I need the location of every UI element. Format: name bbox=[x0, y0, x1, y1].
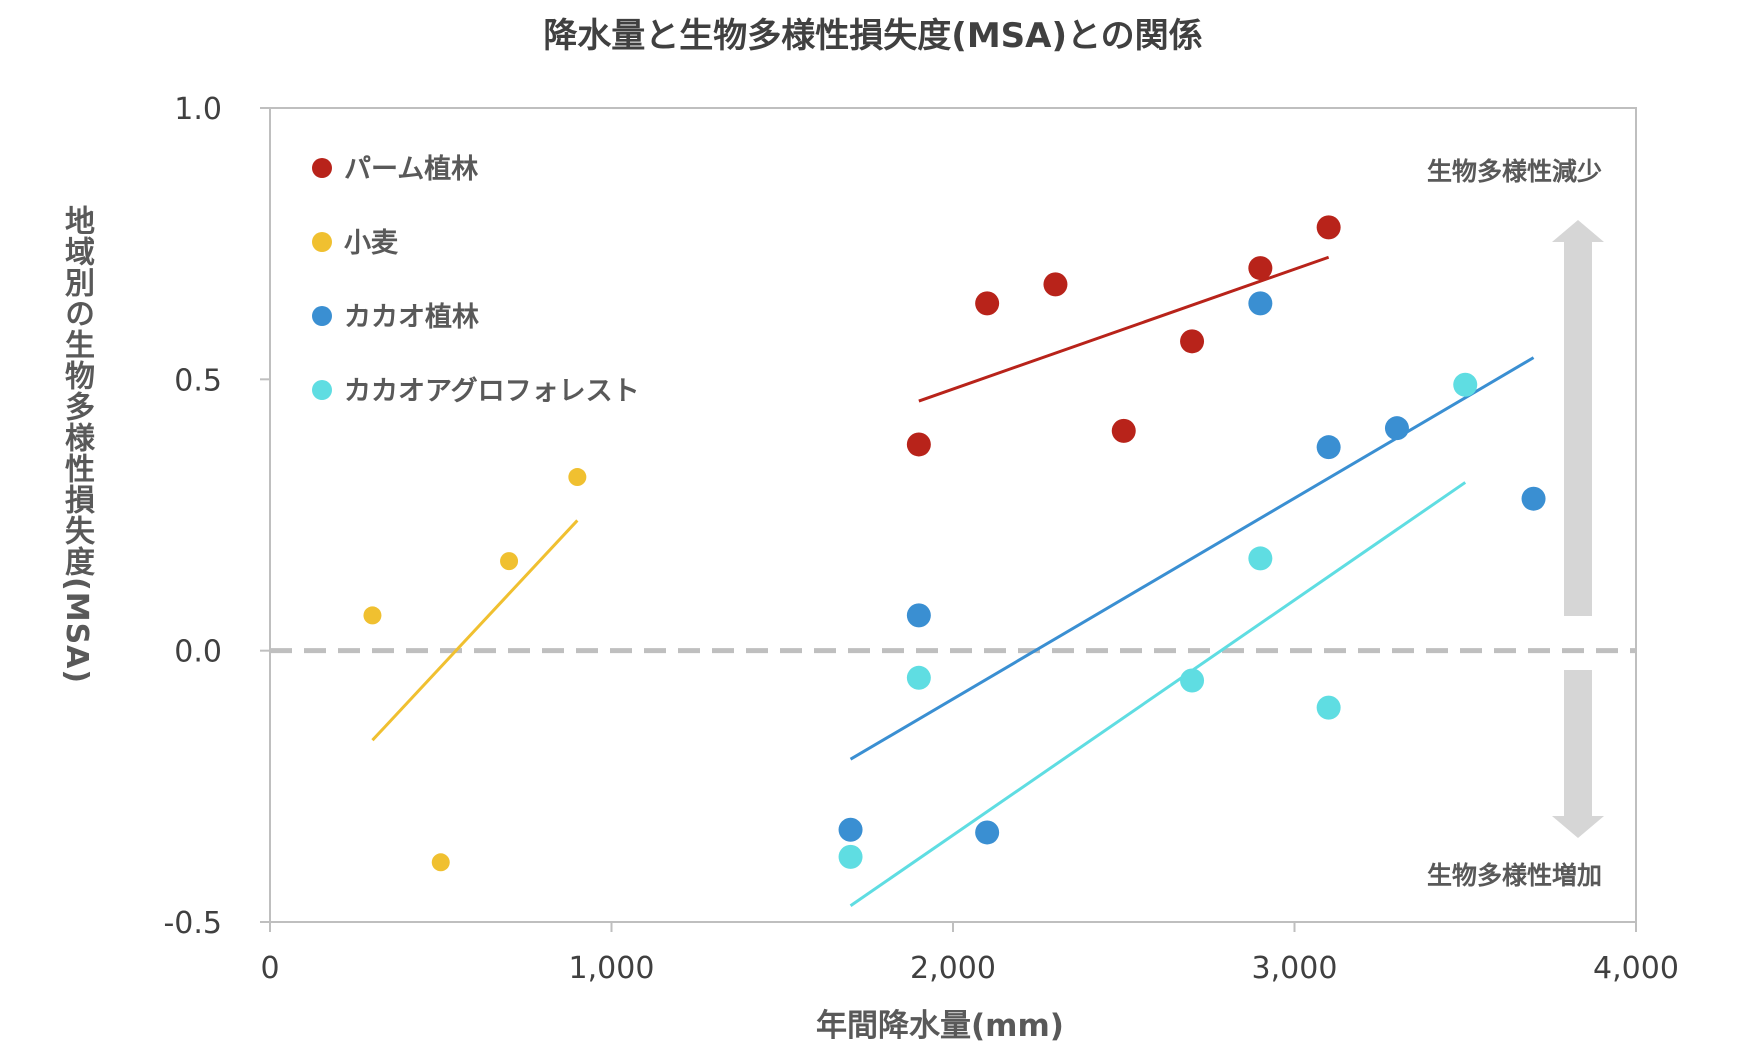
data-point-series-1 bbox=[568, 468, 587, 487]
legend-marker-series-1 bbox=[312, 232, 332, 252]
data-point-series-1 bbox=[500, 552, 519, 571]
data-point-series-1 bbox=[431, 853, 450, 872]
biodiversity-loss-arrow bbox=[1552, 220, 1604, 616]
legend-label-series-2: カカオ植林 bbox=[344, 301, 479, 333]
data-point-series-3 bbox=[838, 844, 863, 869]
data-point-series-2 bbox=[975, 820, 1000, 845]
data-point-series-3 bbox=[906, 665, 931, 690]
data-point-series-3 bbox=[1180, 668, 1205, 693]
biodiversity-gain-arrow bbox=[1552, 670, 1604, 838]
data-point-series-0 bbox=[975, 291, 1000, 316]
data-point-series-1 bbox=[363, 606, 382, 625]
data-point-series-3 bbox=[1453, 372, 1478, 397]
legend-marker-series-2 bbox=[312, 306, 332, 326]
x-tick-label: 2,000 bbox=[910, 951, 996, 986]
plot-area-border bbox=[269, 107, 1637, 923]
data-point-series-3 bbox=[1316, 695, 1341, 720]
trendline-series-1 bbox=[371, 519, 579, 742]
legend-label-series-0: パーム植林 bbox=[344, 153, 478, 185]
y-tick-label: -0.5 bbox=[163, 906, 222, 941]
data-point-series-3 bbox=[1248, 546, 1273, 571]
data-point-series-2 bbox=[1384, 416, 1409, 441]
data-point-series-0 bbox=[1316, 215, 1341, 240]
data-point-series-0 bbox=[1180, 329, 1205, 354]
biodiversity-gain-label: 生物多様性増加 bbox=[1427, 861, 1602, 890]
data-point-series-2 bbox=[1248, 291, 1273, 316]
chart-title: 降水量と生物多様性損失度(MSA)との関係 bbox=[543, 16, 1203, 56]
data-point-series-2 bbox=[1316, 435, 1341, 460]
legend-label-series-3: カカオアグロフォレスト bbox=[344, 375, 640, 407]
data-point-series-2 bbox=[838, 817, 863, 842]
x-tick-label: 1,000 bbox=[569, 951, 655, 986]
trendline-series-2 bbox=[849, 356, 1535, 761]
x-tick-label: 4,000 bbox=[1593, 951, 1679, 986]
data-point-series-2 bbox=[906, 603, 931, 628]
legend-marker-series-0 bbox=[312, 158, 332, 178]
y-tick-label: 0.5 bbox=[174, 363, 222, 398]
x-tick-label: 3,000 bbox=[1252, 951, 1338, 986]
biodiversity-loss-label: 生物多様性減少 bbox=[1427, 157, 1602, 186]
data-point-series-2 bbox=[1521, 486, 1546, 511]
x-tick-label: 0 bbox=[260, 951, 279, 986]
data-point-series-0 bbox=[906, 432, 931, 457]
trendline-series-3 bbox=[849, 481, 1467, 907]
legend-marker-series-3 bbox=[312, 380, 332, 400]
y-axis-label: 地域別の生物多様性損失度(MSA) bbox=[59, 205, 94, 685]
y-tick-label: 0.0 bbox=[174, 635, 222, 670]
x-axis-label: 年間降水量(mm) bbox=[816, 1008, 1064, 1044]
data-point-series-0 bbox=[1111, 418, 1136, 443]
legend-label-series-1: 小麦 bbox=[344, 228, 399, 259]
data-point-series-0 bbox=[1248, 256, 1273, 281]
y-tick-label: 1.0 bbox=[174, 92, 222, 127]
trendline-series-0 bbox=[918, 255, 1330, 403]
data-point-series-0 bbox=[1043, 272, 1068, 297]
